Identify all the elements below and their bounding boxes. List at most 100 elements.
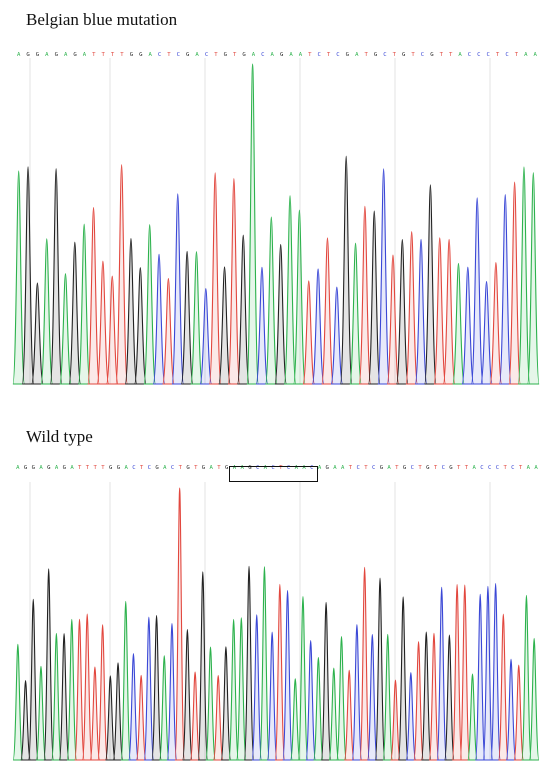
sequence-base: C <box>261 52 265 58</box>
trace-peak <box>474 593 486 761</box>
trace-peak <box>97 624 108 761</box>
trace-peak <box>320 601 332 761</box>
sequence-base: A <box>251 52 256 58</box>
trace-peak <box>220 646 232 761</box>
sequence-base: T <box>178 465 182 471</box>
trace-peak <box>59 273 72 385</box>
sequence-base: T <box>139 465 144 471</box>
sequence-base: T <box>120 52 124 58</box>
trace-peak <box>243 565 255 761</box>
trace-peak <box>321 237 334 385</box>
sequence-base: A <box>298 52 303 58</box>
sequence-base: C <box>480 465 484 471</box>
trace-peak <box>482 585 494 761</box>
trace-peak <box>302 280 316 385</box>
trace-peak <box>162 277 175 385</box>
trace-peak <box>20 680 31 761</box>
sequence-base: A <box>195 52 199 58</box>
trace-peak <box>339 155 353 385</box>
sequence-base: T <box>167 52 171 58</box>
sequence-base: A <box>270 52 274 58</box>
trace-peak <box>305 640 316 761</box>
trace-peak <box>89 666 101 761</box>
trace-peak <box>349 242 362 385</box>
sequence-base: A <box>533 52 537 58</box>
sequence-base: A <box>124 465 128 471</box>
trace-peak <box>124 237 138 385</box>
mutation-panel-title: Belgian blue mutation <box>26 10 178 29</box>
trace-peak <box>405 231 419 385</box>
sequence-base: A <box>16 465 20 471</box>
trace-peak <box>205 646 216 761</box>
sequence-base: G <box>373 52 378 58</box>
sequence-base: C <box>505 52 509 58</box>
trace-peak <box>208 172 222 385</box>
sequence-base: G <box>430 52 434 58</box>
sequence-base: G <box>186 52 190 58</box>
trace-peak <box>343 669 355 761</box>
trace-peak <box>451 583 463 761</box>
trace-peak <box>330 286 344 385</box>
trace-peak <box>43 568 54 761</box>
trace-peak <box>452 262 465 385</box>
sequence-base: A <box>263 465 268 471</box>
trace-peak <box>289 678 301 761</box>
trace-peak <box>513 664 525 761</box>
sequence-base: T <box>101 52 105 58</box>
sequence-base: C <box>157 52 162 58</box>
sequence-base: G <box>35 52 40 58</box>
sequence-base: A <box>63 52 68 58</box>
trace-peak <box>428 632 440 761</box>
trace-peak <box>336 636 347 761</box>
trace-peak <box>143 224 157 385</box>
sequence-base: C <box>356 465 360 471</box>
trace-peak <box>505 658 517 761</box>
trace-peak <box>128 653 139 761</box>
sequence-base: A <box>54 465 59 471</box>
trace-peak <box>228 618 239 761</box>
trace-peak <box>133 267 147 385</box>
sequence-base: T <box>364 52 368 58</box>
sequence-base: C <box>336 52 340 58</box>
sequence-base: C <box>271 465 275 471</box>
sequence-base: T <box>518 465 523 471</box>
sequence-base: C <box>410 465 414 471</box>
trace-peak <box>105 275 119 385</box>
trace-peak <box>174 487 185 761</box>
trace-peak <box>442 238 456 385</box>
trace-peak <box>266 631 278 761</box>
sequence-base: G <box>73 52 77 58</box>
trace-peak <box>12 643 24 761</box>
sequence-base: C <box>441 465 445 471</box>
trace-peak <box>374 577 386 761</box>
trace-peak <box>259 566 270 761</box>
trace-peak <box>40 238 54 385</box>
sequence-base: G <box>279 52 284 58</box>
sequence-base: G <box>186 465 190 471</box>
sequence-base: C <box>477 52 481 58</box>
trace-peak <box>444 634 455 761</box>
trace-peak <box>517 166 531 385</box>
sequence-base: T <box>495 52 500 58</box>
sequence-base: T <box>364 465 368 471</box>
sequence-base: T <box>92 52 96 58</box>
sequence-base: G <box>201 465 206 471</box>
sequence-base: A <box>17 52 21 58</box>
trace-peak <box>171 193 185 385</box>
sequence-base: C <box>420 52 425 58</box>
sequence-base: C <box>467 52 472 58</box>
sequence-base: G <box>426 465 430 471</box>
sequence-base: T <box>395 465 399 471</box>
trace-peak <box>459 584 471 761</box>
trace-peak <box>120 600 132 761</box>
sequence-base: C <box>147 465 152 471</box>
trace-peak <box>197 571 209 761</box>
sequence-base: C <box>383 52 387 58</box>
sequence-base: A <box>294 465 298 471</box>
sequence-base: C <box>495 465 500 471</box>
trace-peak <box>58 633 70 761</box>
trace-peak <box>367 633 378 761</box>
trace-peak <box>313 656 324 761</box>
sequence-base: G <box>449 465 453 471</box>
